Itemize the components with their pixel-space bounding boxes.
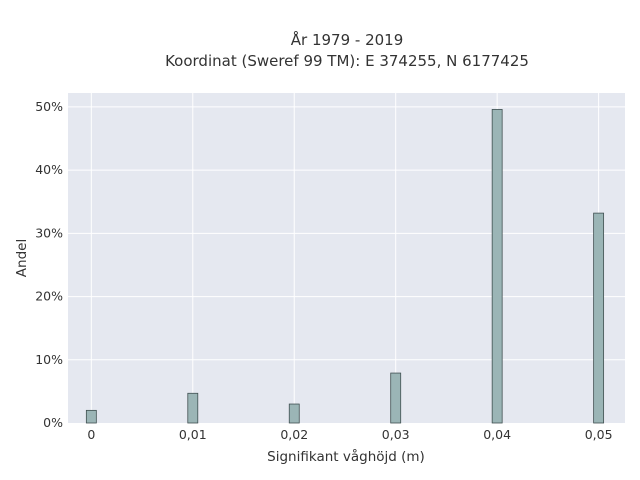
x-tick-label: 0,02 xyxy=(280,427,308,442)
y-axis-ticks: 0% 10% 20% 30% 40% 50% xyxy=(35,99,63,430)
x-axis-ticks: 0 0,01 0,02 0,03 0,04 0,05 xyxy=(87,427,612,442)
x-tick-label: 0,04 xyxy=(483,427,511,442)
x-tick-label: 0,03 xyxy=(382,427,410,442)
bar xyxy=(85,409,97,424)
bars xyxy=(85,109,605,424)
y-tick-label: 40% xyxy=(35,162,63,177)
y-axis-label: Andel xyxy=(14,239,30,277)
x-tick-label: 0 xyxy=(87,427,95,442)
y-tick-label: 0% xyxy=(43,415,63,430)
chart-title: År 1979 - 2019 xyxy=(291,30,404,49)
bar xyxy=(390,372,402,424)
y-tick-label: 10% xyxy=(35,352,63,367)
plot-area xyxy=(68,93,625,423)
x-tick-label: 0,01 xyxy=(179,427,207,442)
y-tick-label: 30% xyxy=(35,225,63,240)
x-axis-label: Signifikant våghöjd (m) xyxy=(267,448,425,465)
bar xyxy=(491,109,503,424)
y-tick-label: 20% xyxy=(35,289,63,304)
bar xyxy=(593,212,605,424)
bar xyxy=(288,403,300,424)
chart-subtitle: Koordinat (Sweref 99 TM): E 374255, N 61… xyxy=(165,52,529,70)
x-tick-label: 0,05 xyxy=(585,427,613,442)
bar xyxy=(187,392,199,424)
y-tick-label: 50% xyxy=(35,99,63,114)
